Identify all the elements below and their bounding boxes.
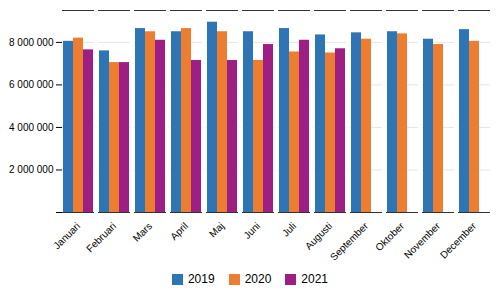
svg-text:Juni: Juni (241, 220, 262, 241)
svg-text:Maj: Maj (207, 220, 226, 239)
svg-text:Oktober: Oktober (373, 220, 406, 253)
html-text:2021: 2021 (301, 272, 328, 286)
svg-text:November: November (402, 220, 443, 261)
svg-text:2 000 000: 2 000 000 (9, 164, 54, 175)
svg-text:8 000 000: 8 000 000 (9, 37, 54, 48)
svg-text:Februari: Februari (84, 220, 118, 254)
svg-text:December: December (438, 220, 479, 261)
svg-text:September: September (328, 220, 371, 263)
svg-text:Mars: Mars (131, 220, 155, 244)
svg-text:6 000 000: 6 000 000 (9, 79, 54, 90)
svg-text:April: April (168, 220, 190, 242)
svg-text:Augusti: Augusti (303, 220, 334, 251)
svg-text:4 000 000: 4 000 000 (9, 122, 54, 133)
html-text:2019: 2019 (187, 272, 215, 286)
svg-text:Januari: Januari (51, 220, 82, 251)
html-text:2020: 2020 (244, 272, 272, 286)
svg-text:Juli: Juli (280, 220, 298, 238)
